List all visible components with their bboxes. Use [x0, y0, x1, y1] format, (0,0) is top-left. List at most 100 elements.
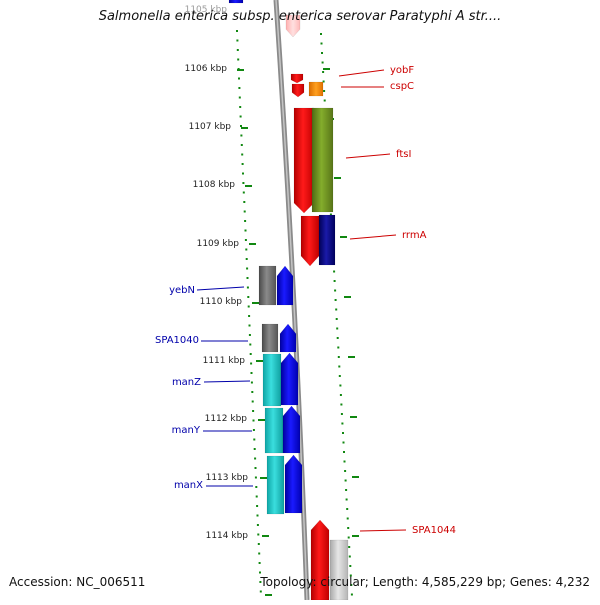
outer-tick — [333, 270, 336, 273]
gene-blue-block-2 — [279, 323, 297, 353]
outer-tick — [346, 517, 349, 520]
outer-tick — [329, 213, 332, 216]
outer-tick — [347, 536, 350, 539]
outer-tick — [335, 308, 338, 311]
major-tick — [352, 476, 359, 478]
map-title: Salmonella enterica subsp. enterica sero… — [98, 9, 502, 24]
major-tick — [258, 419, 265, 421]
gene-block-top-left — [228, 0, 244, 4]
inner-tick — [254, 476, 257, 479]
gene-leader-line — [345, 153, 391, 159]
gene-leader-line — [203, 380, 251, 383]
major-tick — [348, 356, 355, 358]
gene-manY-block — [264, 407, 284, 454]
major-tick — [340, 236, 347, 238]
outer-tick — [345, 498, 348, 501]
outer-tick — [337, 346, 340, 349]
inner-tick — [238, 77, 240, 80]
outer-tick — [320, 33, 322, 35]
inner-tick — [244, 220, 247, 222]
inner-tick — [238, 87, 241, 89]
ruler-label: 1105 kbp — [185, 5, 228, 15]
inner-tick — [252, 419, 255, 422]
major-tick — [245, 185, 252, 187]
inner-tick — [246, 267, 249, 270]
inner-tick — [259, 590, 262, 593]
gene-manZ-block — [262, 353, 282, 407]
inner-tick — [258, 562, 261, 564]
gene-light-grey-block — [329, 539, 349, 601]
outer-tick — [343, 460, 346, 463]
gene-label-cspc: cspC — [390, 81, 414, 92]
outer-tick — [344, 470, 347, 472]
outer-tick — [333, 280, 336, 282]
outer-tick — [345, 489, 348, 491]
major-tick — [334, 177, 341, 179]
gene-SPA1040-block — [261, 323, 279, 353]
inner-tick — [238, 96, 241, 99]
inner-tick — [236, 49, 239, 51]
inner-tick — [239, 115, 242, 118]
major-tick — [260, 477, 267, 479]
outer-tick — [336, 327, 339, 330]
inner-tick — [252, 429, 255, 431]
inner-tick — [244, 239, 247, 241]
ruler-label-layer: 1105 kbp 1106 kbp 1107 kbp 1108 kbp 1109 kbp… — [185, 5, 249, 541]
inner-tick — [242, 182, 245, 184]
major-tick — [350, 416, 357, 418]
gene-blue-block-4 — [282, 405, 301, 454]
outer-tick — [337, 356, 340, 358]
ruler-label: 1106 kbp — [185, 64, 228, 74]
ruler-label: 1110 kbp — [200, 297, 243, 307]
gene-label-ftsi: ftsI — [396, 149, 411, 160]
outer-tick — [321, 52, 323, 54]
gene-label-spa1044: SPA1044 — [412, 525, 456, 536]
outer-tick — [349, 565, 352, 567]
gene-red-block-2 — [300, 215, 320, 267]
outer-tick — [350, 593, 353, 596]
gene-cspC-block — [308, 81, 324, 97]
inner-tick — [246, 286, 249, 289]
inner-tick — [246, 277, 249, 279]
outer-tick — [321, 61, 324, 64]
major-tick — [249, 243, 256, 245]
major-tick — [344, 296, 351, 298]
inner-tick — [247, 296, 250, 298]
major-tick — [265, 594, 272, 596]
outer-tick — [322, 80, 325, 83]
major-tick — [241, 127, 248, 129]
inner-tick — [254, 457, 257, 460]
inner-tick — [244, 229, 247, 232]
inner-tick — [242, 191, 245, 194]
ruler-label: 1113 kbp — [206, 473, 249, 483]
outer-tick — [335, 318, 338, 320]
genome-summary-text: Topology: circular; Length: 4,585,229 bp… — [260, 575, 590, 589]
inner-tick — [255, 495, 258, 498]
outer-tick — [323, 99, 326, 102]
inner-tick — [240, 134, 243, 137]
gene-ftsI-block — [293, 107, 315, 214]
inner-tick — [253, 448, 256, 450]
outer-tick — [323, 90, 326, 92]
inner-tick — [250, 381, 253, 384]
gene-leader-line — [196, 286, 245, 291]
ruler-label: 1107 kbp — [189, 122, 232, 132]
outer-tick — [348, 555, 351, 558]
outer-tick — [344, 479, 347, 482]
inner-tick — [249, 343, 252, 346]
outer-tick — [342, 432, 344, 434]
inner-tick — [250, 372, 253, 374]
gene-yobF-block — [290, 73, 304, 84]
outer-tick — [336, 337, 339, 339]
gene-blue-block-5 — [284, 454, 303, 514]
gene-small-red-block — [291, 83, 305, 98]
outer-tick — [347, 527, 350, 529]
inner-tick — [251, 391, 254, 393]
outer-tick — [346, 508, 349, 510]
inner-tick — [241, 153, 244, 156]
outer-tick — [348, 546, 351, 548]
inner-tick — [241, 163, 244, 165]
major-tick — [237, 69, 244, 71]
